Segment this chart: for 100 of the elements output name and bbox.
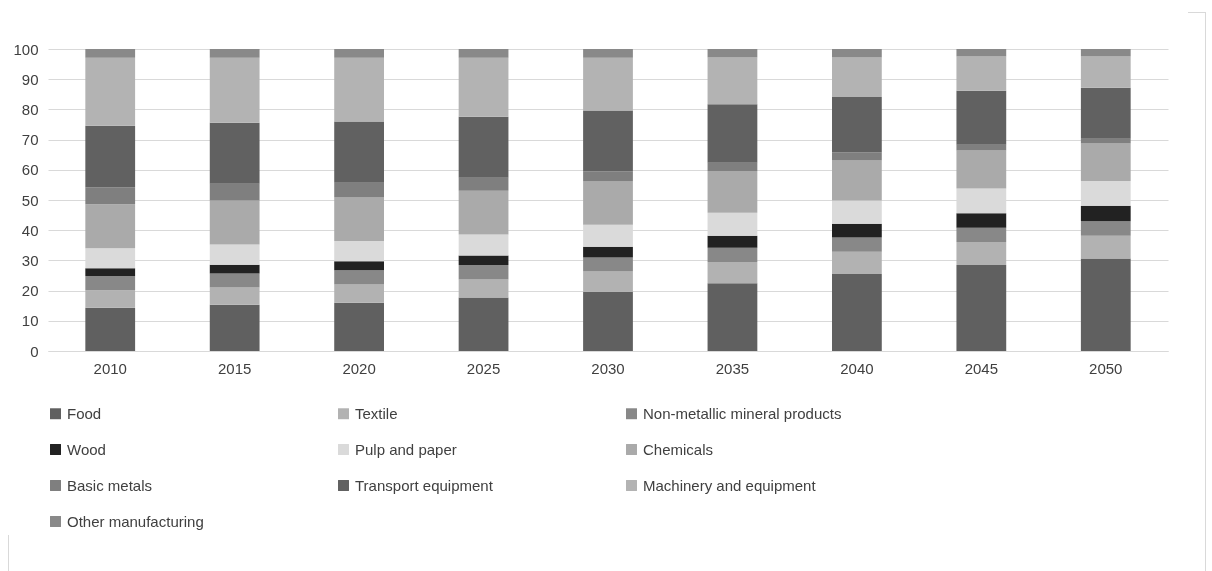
bar [85,125,136,188]
bar [85,57,136,126]
bar [832,152,882,161]
bar [832,57,882,98]
bar [85,307,136,351]
bar [458,190,509,235]
x-tick-label: 2010 [93,359,127,377]
legend-label: Other manufacturing [67,512,204,530]
bar [832,273,882,351]
x-tick-label: 2050 [1089,359,1123,377]
bar [707,261,758,284]
bar [583,271,633,292]
bar [956,49,1007,57]
bar [209,49,260,58]
legend-label: Textile [355,404,398,422]
bar [583,291,633,351]
bar [956,213,1007,228]
bar [832,251,882,274]
x-tick-label: 2040 [840,359,874,377]
bar [209,183,260,201]
bar [85,268,136,277]
bar [832,49,882,58]
bar [458,279,509,298]
bar [583,110,633,172]
bar [334,49,384,58]
bar [707,57,758,105]
bar [956,56,1007,91]
bar [209,273,260,288]
y-tick-label: 50 [21,191,39,209]
y-tick-label: 100 [13,40,39,58]
y-tick-label: 60 [21,161,39,179]
bar [1080,87,1131,139]
bar [832,97,882,153]
bar [458,57,509,117]
bar [832,160,882,201]
y-tick-label: 70 [21,131,39,149]
bar [583,257,633,272]
bar [334,284,384,303]
bar [85,204,136,249]
bar [1080,221,1131,236]
bar [334,57,384,122]
x-tick-label: 2030 [591,359,625,377]
bar [209,304,260,351]
bar [85,290,136,308]
bar [1080,56,1131,88]
legend-label: Food [67,404,102,422]
bar [458,116,509,178]
bar [458,177,509,191]
bar [458,264,509,280]
legend-label: Basic metals [67,476,153,494]
bar [1080,258,1131,351]
y-tick-label: 30 [21,251,39,269]
bar [85,276,136,291]
legend-label: Machinery and equipment [643,476,817,494]
bar [334,182,384,198]
y-tick-label: 40 [21,221,39,239]
bar [458,234,509,256]
bar [707,162,758,172]
bar [334,270,384,285]
bar [1080,143,1131,181]
y-tick-label: 0 [30,342,39,360]
bar [707,235,758,248]
y-tick-label: 20 [21,282,39,300]
bar [707,283,758,351]
bar [583,171,633,182]
x-tick-label: 2045 [964,359,999,377]
bar [85,187,136,205]
bar [458,255,509,265]
y-tick-label: 80 [21,100,39,118]
bar [1080,235,1131,259]
legend-label: Non-metallic mineral products [643,404,842,422]
legend-label: Pulp and paper [355,440,457,458]
bar [209,57,260,123]
x-tick-label: 2020 [342,359,376,377]
bar [956,264,1007,351]
legend-label: Transport equipment [355,476,494,494]
bar [209,122,260,184]
bar [1080,138,1131,144]
bar [209,287,260,305]
x-tick-label: 2035 [715,359,750,377]
bar [458,297,509,351]
bar [956,227,1007,242]
bar [583,57,633,111]
bar [707,171,758,213]
y-tick-label: 90 [21,70,39,88]
y-tick-label: 10 [21,312,39,330]
bar [956,90,1007,145]
bar [334,261,384,271]
bar [832,200,882,224]
bar [209,264,260,274]
bar [832,237,882,252]
bar [458,49,509,58]
bar [334,121,384,183]
bar [1080,205,1131,222]
bar [707,49,758,58]
bar [334,197,384,242]
legend-label: Chemicals [643,440,714,458]
bar [85,49,136,58]
x-tick-label: 2015 [217,359,252,377]
bar [956,241,1007,265]
